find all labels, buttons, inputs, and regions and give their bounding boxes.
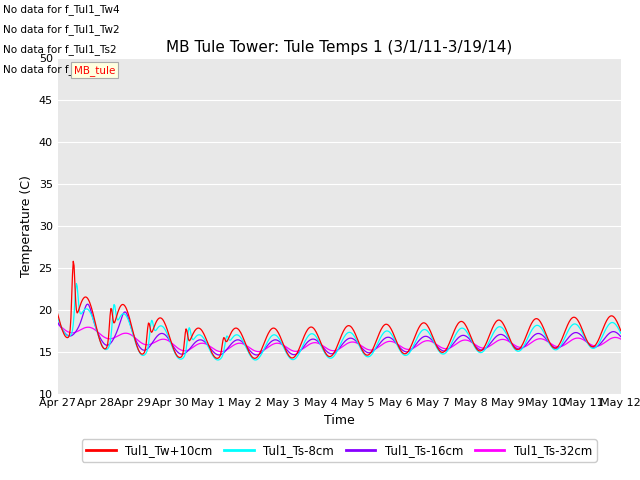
Text: No data for f_Tul1_Tw4: No data for f_Tul1_Tw4 xyxy=(3,4,120,15)
X-axis label: Time: Time xyxy=(324,414,355,427)
Legend: Tul1_Tw+10cm, Tul1_Ts-8cm, Tul1_Ts-16cm, Tul1_Ts-32cm: Tul1_Tw+10cm, Tul1_Ts-8cm, Tul1_Ts-16cm,… xyxy=(81,439,597,462)
Text: No data for f_Tul1_Ts5: No data for f_Tul1_Ts5 xyxy=(3,64,117,75)
Y-axis label: Temperature (C): Temperature (C) xyxy=(20,175,33,276)
Text: No data for f_Tul1_Ts2: No data for f_Tul1_Ts2 xyxy=(3,44,117,55)
Text: MB_tule: MB_tule xyxy=(74,65,115,76)
Text: No data for f_Tul1_Tw2: No data for f_Tul1_Tw2 xyxy=(3,24,120,35)
Title: MB Tule Tower: Tule Temps 1 (3/1/11-3/19/14): MB Tule Tower: Tule Temps 1 (3/1/11-3/19… xyxy=(166,40,513,55)
